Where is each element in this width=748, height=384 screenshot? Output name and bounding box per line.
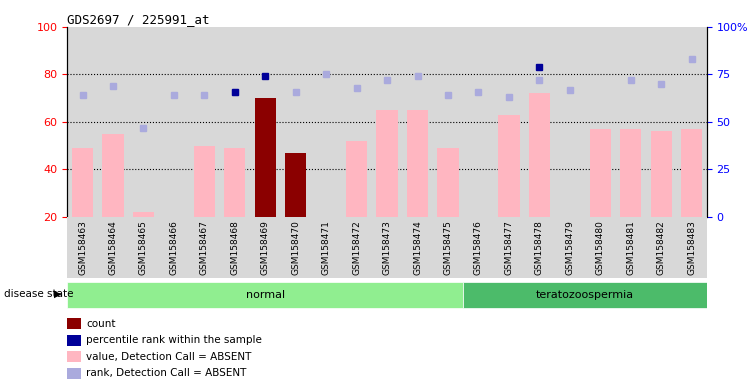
Bar bbox=[194, 146, 215, 217]
Bar bbox=[98, 217, 128, 278]
Bar bbox=[585, 217, 616, 278]
Text: GSM158477: GSM158477 bbox=[504, 220, 513, 275]
Bar bbox=[254, 98, 276, 217]
Text: GSM158464: GSM158464 bbox=[108, 220, 117, 275]
Bar bbox=[676, 217, 707, 278]
Bar bbox=[676, 27, 707, 217]
Bar bbox=[67, 27, 98, 217]
Bar bbox=[433, 217, 463, 278]
Bar bbox=[189, 217, 220, 278]
Text: disease state: disease state bbox=[4, 289, 73, 299]
Bar bbox=[524, 217, 554, 278]
Bar bbox=[616, 217, 646, 278]
Bar bbox=[681, 129, 702, 217]
Text: GSM158468: GSM158468 bbox=[230, 220, 239, 275]
Text: normal: normal bbox=[245, 290, 285, 300]
Bar bbox=[554, 217, 585, 278]
Bar bbox=[463, 282, 707, 308]
Bar bbox=[620, 129, 641, 217]
Bar bbox=[498, 115, 520, 217]
Bar bbox=[311, 217, 341, 278]
Bar bbox=[159, 217, 189, 278]
Bar bbox=[589, 129, 611, 217]
Bar bbox=[224, 148, 245, 217]
Text: GSM158465: GSM158465 bbox=[139, 220, 148, 275]
Bar bbox=[646, 217, 676, 278]
Bar bbox=[311, 27, 341, 217]
Bar bbox=[524, 27, 554, 217]
Bar bbox=[133, 212, 154, 217]
Bar bbox=[529, 93, 550, 217]
Text: GSM158467: GSM158467 bbox=[200, 220, 209, 275]
Text: percentile rank within the sample: percentile rank within the sample bbox=[86, 335, 262, 345]
Text: GSM158482: GSM158482 bbox=[657, 220, 666, 275]
Bar bbox=[372, 217, 402, 278]
Bar bbox=[102, 134, 123, 217]
Text: GSM158481: GSM158481 bbox=[626, 220, 635, 275]
Bar bbox=[280, 27, 311, 217]
Bar bbox=[407, 110, 428, 217]
Bar bbox=[128, 27, 159, 217]
Bar bbox=[285, 153, 307, 217]
Text: GSM158478: GSM158478 bbox=[535, 220, 544, 275]
Bar bbox=[402, 217, 433, 278]
Text: teratozoospermia: teratozoospermia bbox=[536, 290, 634, 300]
Text: GSM158483: GSM158483 bbox=[687, 220, 696, 275]
Bar bbox=[341, 27, 372, 217]
Text: GSM158471: GSM158471 bbox=[322, 220, 331, 275]
Bar bbox=[372, 27, 402, 217]
Bar bbox=[159, 27, 189, 217]
Bar bbox=[616, 27, 646, 217]
Text: GSM158475: GSM158475 bbox=[444, 220, 453, 275]
Bar bbox=[250, 27, 280, 217]
Bar bbox=[250, 217, 280, 278]
Bar bbox=[98, 27, 128, 217]
Bar bbox=[463, 27, 494, 217]
Bar bbox=[189, 27, 220, 217]
Text: value, Detection Call = ABSENT: value, Detection Call = ABSENT bbox=[86, 352, 251, 362]
Bar bbox=[128, 217, 159, 278]
Bar bbox=[494, 217, 524, 278]
Bar bbox=[220, 27, 250, 217]
Text: GSM158480: GSM158480 bbox=[595, 220, 605, 275]
Bar bbox=[220, 217, 250, 278]
Bar bbox=[72, 148, 94, 217]
Text: count: count bbox=[86, 319, 115, 329]
Text: GSM158466: GSM158466 bbox=[169, 220, 179, 275]
Bar bbox=[494, 27, 524, 217]
Text: GSM158463: GSM158463 bbox=[78, 220, 87, 275]
Bar bbox=[341, 217, 372, 278]
Text: ▶: ▶ bbox=[54, 289, 61, 299]
Bar bbox=[254, 98, 276, 217]
Text: GSM158470: GSM158470 bbox=[291, 220, 300, 275]
Text: GDS2697 / 225991_at: GDS2697 / 225991_at bbox=[67, 13, 210, 26]
Bar bbox=[585, 27, 616, 217]
Bar bbox=[346, 141, 367, 217]
Bar bbox=[280, 217, 311, 278]
Bar bbox=[651, 131, 672, 217]
Bar bbox=[67, 217, 98, 278]
Text: GSM158476: GSM158476 bbox=[474, 220, 483, 275]
Bar bbox=[285, 153, 307, 217]
Bar bbox=[402, 27, 433, 217]
Bar bbox=[554, 27, 585, 217]
Text: GSM158473: GSM158473 bbox=[382, 220, 392, 275]
Text: GSM158469: GSM158469 bbox=[261, 220, 270, 275]
Text: GSM158472: GSM158472 bbox=[352, 220, 361, 275]
Bar bbox=[646, 27, 676, 217]
Text: rank, Detection Call = ABSENT: rank, Detection Call = ABSENT bbox=[86, 368, 246, 378]
Bar bbox=[438, 148, 459, 217]
Bar bbox=[67, 282, 463, 308]
Bar bbox=[376, 110, 398, 217]
Text: GSM158474: GSM158474 bbox=[413, 220, 422, 275]
Bar bbox=[463, 217, 494, 278]
Bar bbox=[433, 27, 463, 217]
Text: GSM158479: GSM158479 bbox=[565, 220, 574, 275]
